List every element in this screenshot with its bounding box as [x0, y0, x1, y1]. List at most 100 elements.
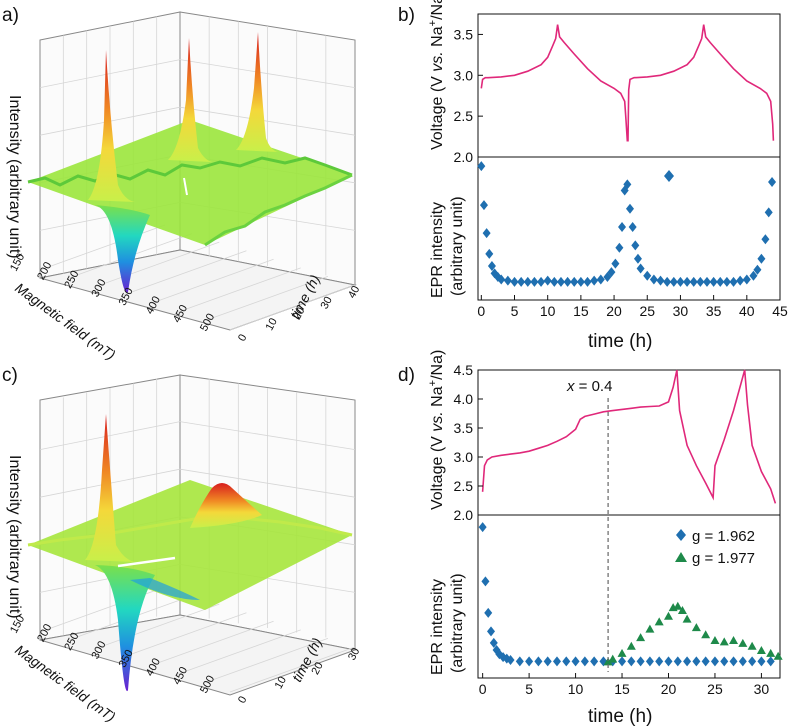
data-point [636, 656, 645, 667]
data-point [710, 656, 719, 667]
voltage-series [480, 24, 775, 142]
epr-axis-label-2: (arbitrary unit) [449, 196, 466, 296]
y-tick-label: 3.0 [454, 449, 474, 465]
y-tick-label: 4.5 [454, 362, 474, 378]
data-point [738, 656, 747, 667]
time-tick-label: 20 [309, 660, 325, 676]
epr-axis-label-1: EPR intensity [429, 202, 446, 298]
data-point [764, 207, 773, 218]
data-point [618, 222, 627, 233]
data-point [676, 276, 685, 287]
data-point [537, 276, 546, 287]
y-tick-label: 4.0 [454, 391, 474, 407]
data-point [701, 630, 711, 639]
data-point [729, 656, 738, 667]
voltage-line [481, 369, 777, 504]
x-tick-label: 30 [673, 303, 689, 319]
data-point [477, 161, 486, 172]
data-point [702, 276, 711, 287]
data-point [618, 656, 627, 667]
data-point [645, 624, 655, 633]
data-point [729, 276, 738, 287]
time-ticks: 0 5 10 15 20 25 30 35 40 45 [477, 295, 788, 319]
panel-label-c: c) [2, 365, 18, 386]
data-point [756, 646, 766, 654]
data-point [643, 270, 652, 281]
x-tick-label: 35 [706, 303, 722, 319]
data-point [534, 656, 543, 667]
grid-line [229, 284, 356, 331]
data-point [571, 656, 580, 667]
data-point [729, 636, 739, 644]
peak-2 [190, 483, 262, 528]
data-point [576, 276, 585, 287]
voltage-ticks: 2.0 2.5 3.0 3.5 [454, 26, 483, 165]
voltage-series [481, 369, 777, 504]
data-point [655, 656, 664, 667]
data-point [696, 276, 705, 287]
y-tick-label: 3.5 [454, 420, 474, 436]
grid-line [121, 250, 247, 297]
data-point [570, 276, 579, 287]
data-point [590, 275, 599, 286]
data-point [747, 641, 757, 650]
legend [664, 170, 674, 182]
voltage-ticks: 2.0 2.5 3.0 3.5 4.0 4.5 [454, 362, 483, 523]
data-point [525, 656, 534, 667]
x-tick-label: 15 [614, 681, 630, 697]
data-point [543, 275, 552, 286]
intensity-axis-label: Intensity (arbitrary unit) [6, 95, 23, 259]
surface-noise [27, 156, 353, 187]
time-tick-label: 0 [236, 694, 249, 705]
x-tick-label: 20 [606, 303, 622, 319]
x-tick-label: 5 [511, 303, 519, 319]
grid-line [148, 258, 274, 305]
data-point [523, 276, 532, 287]
data-point [682, 614, 692, 623]
time-tick-label: 10 [264, 316, 280, 332]
data-point [543, 656, 552, 667]
time-tick-label: 30 [346, 646, 362, 662]
y-tick-label: 2.0 [454, 507, 474, 523]
x-tick-label: 25 [707, 681, 723, 697]
data-point [701, 656, 710, 667]
data-point [654, 617, 664, 626]
epr-axis-label-1: EPR intensity [429, 579, 446, 675]
voltage-axis-label: Voltage (V vs. Na+/Na) [427, 350, 446, 510]
negative-peak [95, 565, 155, 692]
x-tick-label: 0 [479, 681, 487, 697]
x-tick-label: 40 [739, 303, 755, 319]
legend-marker-1962 [664, 170, 674, 182]
legend-label-1962: g = 1.962 [692, 528, 755, 545]
data-point [506, 655, 515, 665]
x-tick-label: 25 [639, 303, 655, 319]
grid-line [39, 421, 181, 450]
baseline-streak [183, 177, 188, 196]
data-point [669, 276, 678, 287]
data-point [710, 636, 720, 644]
peak-3 [236, 32, 278, 152]
data-point [633, 253, 642, 264]
data-point [479, 200, 488, 211]
x-tick-label: 45 [772, 303, 788, 319]
data-point [562, 656, 571, 667]
grid-line [175, 267, 301, 314]
voltage-plot-frame [477, 369, 781, 516]
surface-noise-2 [204, 173, 353, 247]
grid-line [39, 59, 181, 88]
x-tick-label: 5 [525, 681, 533, 697]
data-point [663, 276, 672, 287]
y-tick-label: 3.5 [454, 26, 474, 42]
data-point [485, 248, 494, 259]
time-tick-label: 10 [273, 675, 289, 691]
data-point [683, 276, 692, 287]
data-point [580, 656, 589, 667]
data-point [497, 274, 506, 285]
data-point [631, 240, 640, 251]
legend-marker-1977 [675, 552, 687, 562]
data-point [596, 274, 605, 285]
data-point [510, 276, 519, 287]
time-axis-label: time (h) [588, 331, 652, 352]
time-tick-labels: 0 10 20 30 40 [236, 284, 362, 343]
